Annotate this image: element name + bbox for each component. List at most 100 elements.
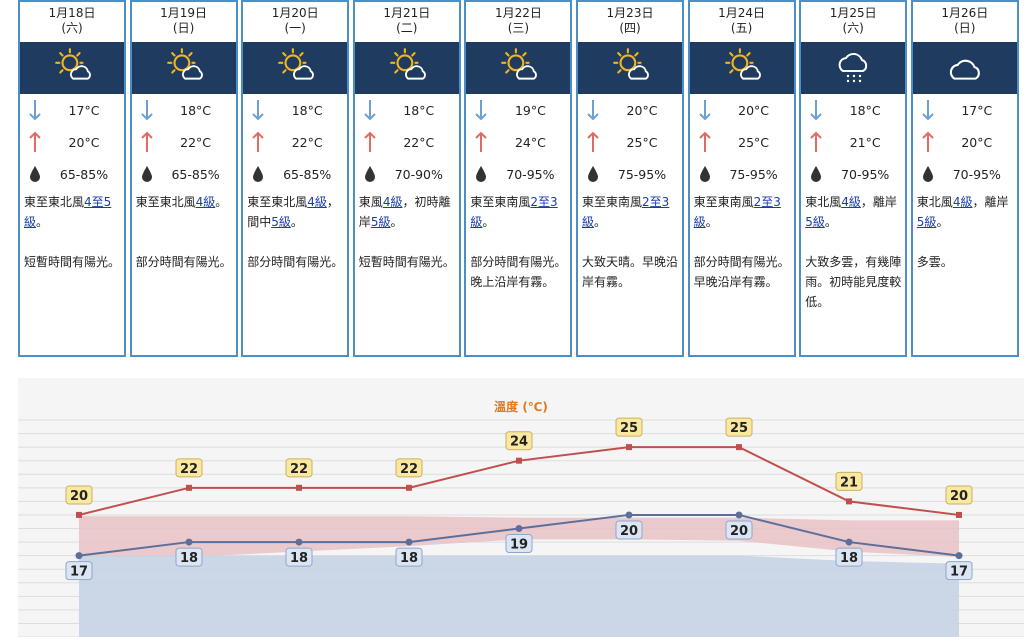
wind-text-part: 東北風 bbox=[916, 195, 953, 209]
arrow-up-icon bbox=[466, 131, 496, 153]
max-temp-row: 20°C bbox=[913, 126, 1017, 158]
wind-text-part: 東北風 bbox=[805, 195, 842, 209]
forecast-card: 1月19日 (日) 18°C 22°C 65-85% 東至東北風4級。 部分時間… bbox=[129, 0, 238, 357]
humidity-row: 70-95% bbox=[801, 158, 905, 190]
min-temp-label: 18 bbox=[400, 551, 418, 566]
weekday-label: (五) bbox=[730, 21, 753, 35]
wind-text-part: ，初時離岸 bbox=[358, 195, 451, 229]
wind-force-link[interactable]: 4至5級 bbox=[24, 195, 112, 229]
min-temp: 18°C bbox=[180, 102, 212, 118]
min-temp-label: 17 bbox=[70, 565, 88, 580]
weekday-label: (六) bbox=[61, 21, 83, 35]
humidity: 65-85% bbox=[59, 166, 109, 182]
arrow-up-icon bbox=[578, 131, 608, 153]
arrow-up-icon bbox=[20, 131, 50, 153]
min-temp-point bbox=[515, 525, 523, 532]
wind-force-link[interactable]: 5級 bbox=[271, 215, 291, 229]
date-label: 1月26日 bbox=[941, 6, 989, 20]
humidity: 75-95% bbox=[729, 166, 778, 182]
min-temp-label: 18 bbox=[180, 551, 198, 566]
weather-description: 短暫時間有陽光。 bbox=[358, 255, 455, 269]
max-temp-label-box bbox=[65, 485, 93, 505]
max-temp-point bbox=[76, 511, 82, 518]
min-temp-label-box bbox=[835, 547, 863, 567]
min-temp: 17°C bbox=[961, 102, 993, 118]
sun-cloud-icon bbox=[498, 47, 538, 89]
wind-force-link[interactable]: 5級 bbox=[805, 215, 825, 229]
wind-text-part: 。 bbox=[290, 215, 303, 229]
max-temp-label-box bbox=[725, 417, 753, 437]
wind-force-link[interactable]: 4級 bbox=[307, 195, 327, 209]
wind-text: 東北風4級，離岸 5級。 bbox=[801, 190, 905, 236]
wind-text-part: ，離岸 bbox=[860, 195, 897, 209]
weather-description: 大致天晴。早晚沿岸有霧。 bbox=[582, 255, 679, 289]
humidity-row: 65-85% bbox=[243, 158, 347, 190]
arrow-up-icon bbox=[132, 131, 162, 153]
wind-force-link[interactable]: 5級 bbox=[370, 215, 391, 229]
max-temp: 20°C bbox=[68, 134, 100, 150]
arrow-down-icon bbox=[913, 99, 943, 121]
wind-text-part: 。 bbox=[824, 215, 837, 229]
max-temp-label: 20 bbox=[950, 489, 968, 504]
min-temp-point bbox=[295, 538, 303, 546]
date-label: 1月21日 bbox=[383, 6, 431, 20]
weather-icon-bar bbox=[912, 42, 1017, 94]
sun-cloud-icon bbox=[275, 47, 315, 89]
weekday-label: (三) bbox=[507, 21, 530, 35]
min-temp-label: 18 bbox=[840, 551, 858, 566]
wind-force-link[interactable]: 4級 bbox=[195, 195, 216, 209]
forecast-date: 1月18日 (六) bbox=[20, 2, 124, 42]
date-label: 1月18日 bbox=[48, 6, 96, 20]
max-temp: 21°C bbox=[849, 134, 881, 150]
temperature-chart-svg: 20 22 22 22 24 25 25 21 20 17 18 18 18 19 20 20 18 17 bbox=[18, 417, 1024, 637]
weather-description: 大致多雲，有幾陣雨。初時能見度較低。 bbox=[805, 255, 902, 309]
humidity: 70-95% bbox=[841, 166, 890, 182]
wind-force-link[interactable]: 5級 bbox=[916, 215, 937, 229]
max-temp-label-box bbox=[945, 485, 973, 505]
min-temp: 19°C bbox=[514, 102, 546, 118]
humidity-row: 70-95% bbox=[466, 158, 570, 190]
min-temp-label-box bbox=[395, 547, 423, 567]
weekday-label: (四) bbox=[619, 21, 641, 35]
weather-icon-bar bbox=[578, 42, 682, 94]
water-drop-icon bbox=[690, 165, 720, 183]
min-temp-point bbox=[845, 538, 853, 546]
water-drop-icon bbox=[578, 165, 608, 183]
wind-force-link[interactable]: 2至3級 bbox=[470, 195, 558, 229]
min-temp-label-box bbox=[175, 547, 203, 567]
water-drop-icon bbox=[466, 165, 496, 183]
wind-text-part: 。 bbox=[594, 215, 607, 229]
weather-icon-bar bbox=[20, 42, 124, 94]
forecast-card: 1月21日 (二) 18°C 22°C 70-90% 東風4級，初時離岸5級。 … bbox=[352, 0, 461, 357]
forecast-date: 1月19日 (日) bbox=[132, 2, 236, 42]
min-temp: 17°C bbox=[68, 102, 100, 118]
forecast-cards: 1月18日 (六) 17°C 20°C 65-85% 東至東北風 4至5級。 短暫… bbox=[18, 0, 1024, 360]
forecast-card: 1月25日 (六) 18°C 21°C 70-95% 東北風4級，離岸 5級。 大… bbox=[799, 0, 908, 357]
wind-force-link[interactable]: 4級 bbox=[382, 195, 403, 209]
wind-text-part: 東至東北風 bbox=[247, 195, 308, 209]
max-temp-label: 22 bbox=[180, 462, 198, 477]
wind-text-part: 。 bbox=[482, 215, 495, 229]
forecast-date: 1月21日 (二) bbox=[355, 2, 459, 42]
min-temp-point bbox=[75, 552, 83, 560]
weekday-label: (日) bbox=[954, 21, 976, 35]
humidity: 75-95% bbox=[617, 166, 667, 182]
weather-icon-bar bbox=[131, 42, 236, 94]
humidity-row: 65-85% bbox=[132, 158, 236, 190]
forecast-date: 1月22日 (三) bbox=[466, 2, 570, 42]
wind-force-link[interactable]: 4級 bbox=[841, 195, 861, 209]
wind-force-link[interactable]: 2至3級 bbox=[582, 195, 670, 229]
sun-cloud-icon bbox=[164, 47, 204, 89]
wind-force-link[interactable]: 4級 bbox=[952, 195, 973, 209]
max-temp: 25°C bbox=[738, 134, 770, 150]
wind-text-part: 。 bbox=[390, 215, 403, 229]
min-temp-point bbox=[625, 511, 633, 519]
arrow-up-icon bbox=[801, 131, 831, 153]
wind-text-part: ，離岸 bbox=[972, 195, 1009, 209]
date-label: 1月23日 bbox=[606, 6, 654, 20]
wind-force-link[interactable]: 2至3級 bbox=[693, 195, 781, 229]
max-temp-label-box bbox=[395, 458, 423, 478]
max-temp-row: 25°C bbox=[690, 126, 794, 158]
forecast-date: 1月24日 (五) bbox=[690, 2, 794, 42]
wind-text-part: 。 bbox=[936, 215, 949, 229]
